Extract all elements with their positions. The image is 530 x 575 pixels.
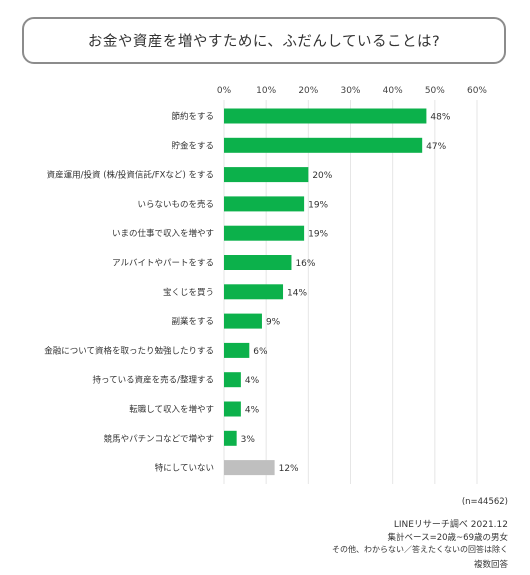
bar <box>224 167 309 183</box>
category-label: 節約をする <box>171 111 214 122</box>
multiple-answer-note: 複数回答 <box>473 560 508 570</box>
x-tick-label: 20% <box>298 86 318 96</box>
data-label: 12% <box>279 464 299 474</box>
category-label: いらないものを売る <box>137 199 214 210</box>
category-label: 持っている資産を売る/整理する <box>93 375 214 386</box>
data-label: 19% <box>308 230 328 240</box>
data-label: 6% <box>253 347 268 357</box>
data-label: 20% <box>312 171 332 181</box>
bar <box>224 430 237 446</box>
category-label: 転職して収入を増やす <box>129 404 214 415</box>
bar <box>224 137 423 153</box>
category-label: 貯金をする <box>171 140 214 151</box>
data-label: 4% <box>245 406 260 416</box>
x-tick-label: 10% <box>256 86 276 96</box>
source-note: LINEリサーチ調べ 2021.12 <box>393 520 508 530</box>
data-label: 16% <box>295 259 315 269</box>
bar <box>224 108 427 124</box>
data-label: 14% <box>287 288 307 298</box>
bar <box>224 401 241 417</box>
data-label: 47% <box>426 142 446 152</box>
x-tick-label: 0% <box>217 86 232 96</box>
category-label: アルバイトやパートをする <box>112 259 214 269</box>
bar <box>224 225 305 241</box>
x-tick-label: 40% <box>383 86 403 96</box>
chart-title: お金や資産を増やすために、ふだんしていることは? <box>22 17 506 64</box>
data-label: 48% <box>430 113 450 123</box>
bar <box>224 196 305 212</box>
data-label: 9% <box>266 318 281 328</box>
x-tick-label: 50% <box>425 86 445 96</box>
bar <box>224 284 284 300</box>
base-note: 集計ベース=20歳~69歳の男女 <box>387 533 508 543</box>
category-label: 特にしていない <box>155 463 214 474</box>
category-label: 宝くじを買う <box>163 287 214 298</box>
data-label: 3% <box>241 435 256 445</box>
bar <box>224 460 275 476</box>
exclusion-note: その他、わからない／答えたくないの回答は除く <box>332 545 508 554</box>
bar <box>224 255 292 270</box>
bar <box>224 372 241 388</box>
x-tick-label: 30% <box>340 86 360 96</box>
x-tick-label: 60% <box>467 86 487 96</box>
category-label: 資産運用/投資 (株/投資信託/FXなど) をする <box>47 170 214 181</box>
bar <box>224 313 262 329</box>
category-label: 金融について資格を取ったり勉強したりする <box>44 345 214 356</box>
sample-size: (n=44562) <box>461 497 508 507</box>
bar <box>224 342 250 358</box>
category-label: いまの仕事で収入を増やす <box>112 228 214 239</box>
category-label: 競馬やパチンコなどで増やす <box>104 433 214 444</box>
data-label: 4% <box>245 376 260 386</box>
data-label: 19% <box>308 200 328 210</box>
category-label: 副業をする <box>171 316 214 327</box>
